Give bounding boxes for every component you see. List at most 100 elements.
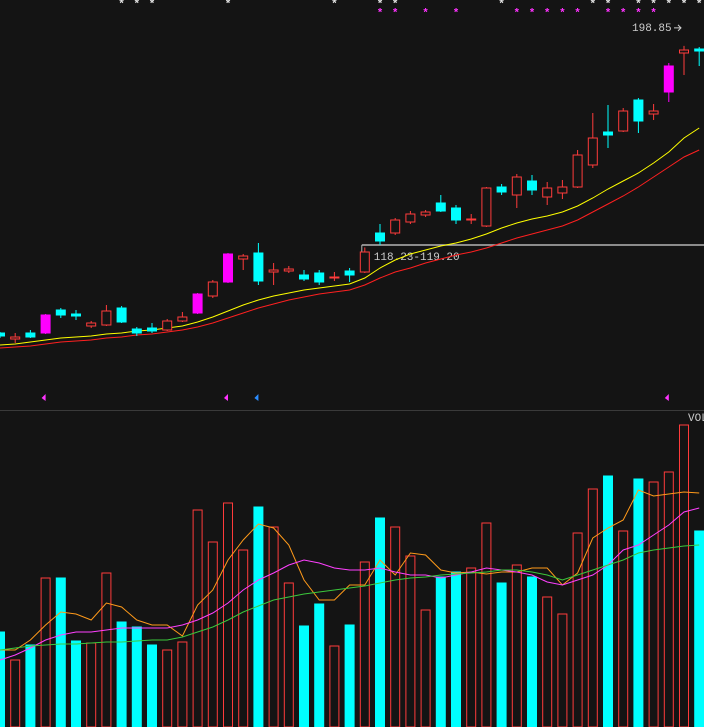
candle-body xyxy=(268,269,279,273)
candle-body xyxy=(283,268,294,272)
candle-body xyxy=(71,313,81,317)
signal-star: * xyxy=(650,8,657,20)
candle-body xyxy=(663,65,674,93)
ma-line xyxy=(0,489,700,651)
signal-star: * xyxy=(392,0,399,11)
high-label: 198.85 xyxy=(632,23,672,35)
volume-bar xyxy=(55,577,66,727)
signal-star: * xyxy=(377,8,384,20)
signal-star: * xyxy=(605,0,612,11)
flag-marker xyxy=(254,394,259,401)
signal-star: * xyxy=(529,8,536,20)
candle-body xyxy=(344,270,355,276)
candle-body xyxy=(40,314,51,334)
signal-star: * xyxy=(665,0,672,11)
candle-body xyxy=(131,328,142,334)
signal-star: * xyxy=(589,0,596,11)
ma-line xyxy=(0,544,700,651)
signal-star: * xyxy=(635,8,642,20)
candle-body xyxy=(481,187,492,227)
signal-star: * xyxy=(118,0,125,11)
candle-body xyxy=(223,253,233,283)
candle-body xyxy=(10,336,21,340)
candle-body xyxy=(116,307,127,323)
candle-body xyxy=(527,180,537,191)
ma-line xyxy=(0,507,700,661)
volume-bar xyxy=(557,613,568,727)
volume-bar xyxy=(192,509,203,727)
candle-body xyxy=(679,49,689,54)
candle-body xyxy=(466,218,477,221)
volume-bar xyxy=(116,621,127,727)
volume-bar xyxy=(587,488,598,727)
candle-body xyxy=(587,137,598,166)
candle-body xyxy=(25,332,36,338)
volume-bar xyxy=(466,567,477,727)
signal-star: * xyxy=(149,0,156,11)
volume-bar xyxy=(572,532,583,727)
signal-star: * xyxy=(225,0,232,11)
candle-body xyxy=(253,252,264,282)
high-arrow xyxy=(674,24,682,32)
candle-body xyxy=(162,320,173,331)
volume-bar xyxy=(633,478,644,727)
candle-body xyxy=(542,187,553,198)
flag-marker xyxy=(224,394,228,401)
signal-star: * xyxy=(620,8,627,20)
flag-marker xyxy=(664,394,669,401)
volume-bar xyxy=(390,526,401,727)
candle-body xyxy=(86,322,97,327)
volume-bar xyxy=(451,571,461,727)
ma-line xyxy=(0,149,700,349)
candle-body xyxy=(435,202,446,212)
volume-bar xyxy=(420,609,431,727)
candle-body xyxy=(0,332,5,337)
volume-bar xyxy=(131,626,142,727)
volume-bar xyxy=(603,475,613,727)
candle-body xyxy=(359,251,370,273)
candle-body xyxy=(207,281,218,297)
candle-body xyxy=(451,207,461,221)
candle-body xyxy=(147,327,157,332)
volume-bar xyxy=(359,561,370,727)
volume-bar xyxy=(10,659,21,727)
candle-body xyxy=(648,110,659,115)
candle-body xyxy=(177,316,188,322)
volume-bar xyxy=(299,625,309,727)
volume-bar xyxy=(283,582,294,727)
candle-body xyxy=(511,176,522,196)
signal-star: * xyxy=(513,8,520,20)
volume-bar xyxy=(694,530,704,727)
volume-bar xyxy=(177,641,188,727)
volume-bar xyxy=(405,555,416,727)
volume-bar xyxy=(527,576,537,727)
ma-line xyxy=(0,127,700,346)
candle-body xyxy=(694,48,704,52)
signal-star: * xyxy=(498,0,505,11)
volume-bar xyxy=(648,481,659,727)
volume-bar xyxy=(71,640,81,727)
signal-star: * xyxy=(559,8,566,20)
volume-bar xyxy=(663,471,674,727)
gap-label: 118.23-119.20 xyxy=(374,252,460,264)
candle-body xyxy=(192,293,203,314)
volume-bar xyxy=(344,624,355,727)
candle-body xyxy=(496,186,507,193)
candle-body xyxy=(572,154,583,188)
volume-bar xyxy=(314,603,325,727)
candle-body xyxy=(375,232,385,242)
signal-star: * xyxy=(453,8,460,20)
volume-bar xyxy=(618,530,629,727)
candle-body xyxy=(557,186,568,194)
candle-body xyxy=(618,110,629,132)
signal-star: * xyxy=(422,8,429,20)
signal-star: * xyxy=(574,8,581,20)
volume-bar xyxy=(542,596,553,727)
flag-marker xyxy=(41,394,46,401)
candle-body xyxy=(238,255,249,260)
volume-bar xyxy=(679,424,689,727)
volume-bar xyxy=(268,526,279,727)
volume-bar xyxy=(375,517,385,727)
